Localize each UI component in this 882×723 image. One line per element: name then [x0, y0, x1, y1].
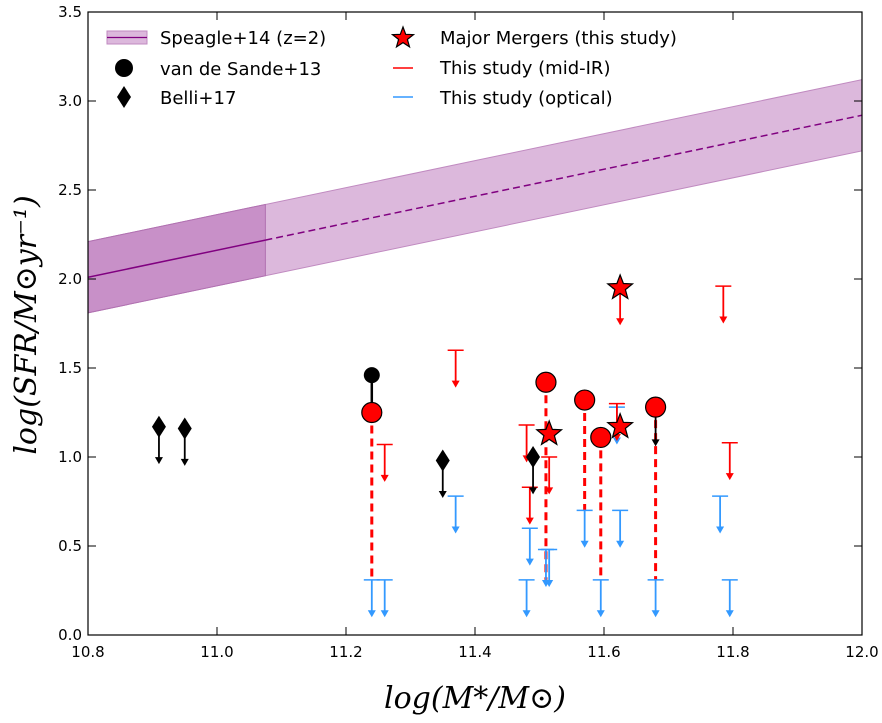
optical-limit-12-head: [716, 526, 725, 534]
optical-limit-3: [518, 579, 535, 618]
midir-limit-0-head: [380, 474, 389, 482]
midir-limit-4-head: [545, 487, 554, 495]
optical-limit-6: [541, 548, 558, 587]
x-axis-title: log(M*/M⊙): [384, 681, 566, 716]
belli-point-2: [435, 449, 450, 498]
legend: Speagle+14 (z=2) van de Sande+13 Belli+1…: [106, 25, 677, 109]
optical-limit-6-head: [545, 579, 554, 587]
legend-label-midir: This study (mid-IR): [439, 58, 610, 79]
vandesande-arrow-1-head: [651, 439, 660, 447]
optical-limit-3-head: [522, 610, 531, 618]
x-tick-label-1: 11.0: [200, 643, 233, 661]
legend-marker-diamond: [117, 86, 131, 108]
x-tick-label-6: 12.0: [845, 643, 878, 661]
x-tick-label-3: 11.4: [458, 643, 491, 661]
y-tick-label-1: 0.5: [58, 537, 82, 555]
midir-limit-1-head: [451, 380, 460, 388]
midir-limit-1: [447, 349, 464, 388]
this-study-circle-2: [574, 389, 596, 411]
optical-limit-7: [576, 509, 593, 548]
optical-limit-4: [521, 527, 538, 566]
midir-limit-6-head: [616, 318, 625, 326]
optical-limit-10-head: [616, 540, 625, 548]
belli-point-1: [177, 417, 192, 466]
optical-limit-0: [363, 579, 380, 618]
speagle-line-solid: [88, 239, 266, 278]
legend-label-mergers: Major Mergers (this study): [440, 28, 677, 49]
belli-marker-3: [526, 446, 541, 468]
optical-limit-1: [376, 579, 393, 618]
major-merger-star-0: [535, 419, 564, 446]
this-study-circle-3: [590, 426, 612, 449]
optical-limit-0-head: [367, 610, 376, 618]
x-tick-label-0: 10.8: [71, 643, 104, 661]
axes: 10.8 11.0 11.2 11.4 11.6 11.8 12.0 0.0 0.5 1.0 1.5…: [58, 3, 879, 661]
optical-limit-13-head: [725, 610, 734, 618]
major-merger-star-2: [606, 412, 635, 439]
plot-area: [88, 79, 862, 618]
legend-star-shape: [390, 25, 416, 49]
belli-marker-0: [151, 415, 166, 438]
x-tick-label-4: 11.6: [587, 643, 620, 661]
this-study-circle-0: [361, 401, 383, 424]
y-tick-label-5: 2.5: [58, 181, 82, 199]
optical-limit-2-head: [451, 526, 460, 534]
optical-limit-9-head: [612, 437, 621, 445]
optical-limit-4-head: [525, 558, 534, 566]
optical-limit-11-head: [651, 610, 660, 618]
optical-limit-2: [447, 495, 464, 534]
midir-limit-7-head: [719, 316, 728, 324]
midir-limit-3: [521, 486, 538, 525]
optical-limit-1-head: [380, 610, 389, 618]
y-axis-title: log(SFR/M⊙yr⁻¹): [9, 195, 44, 454]
belli-point-0: [151, 415, 166, 465]
y-tick-label-2: 1.0: [58, 448, 82, 466]
legend-label-optical: This study (optical): [439, 88, 613, 109]
optical-limit-7-head: [580, 540, 589, 548]
this-study-circle-4: [644, 396, 667, 418]
belli-arrow-0-head: [154, 457, 163, 465]
x-tick-label-5: 11.8: [716, 643, 749, 661]
midir-limit-4: [541, 456, 558, 495]
belli-marker-1: [177, 417, 192, 440]
legend-marker-circle: [115, 59, 133, 77]
midir-limit-7: [715, 285, 732, 324]
y-tick-label-6: 3.0: [58, 92, 82, 110]
optical-limit-11: [647, 579, 664, 618]
legend-label-vandesande: van de Sande+13: [160, 59, 321, 80]
legend-marker-star: [390, 25, 416, 49]
belli-arrow-3-head: [529, 487, 538, 495]
midir-limit-0: [376, 443, 393, 482]
y-tick-label-4: 2.0: [58, 270, 82, 288]
optical-limit-8: [592, 579, 609, 618]
optical-limit-8-head: [596, 610, 605, 618]
belli-point-3: [526, 446, 541, 495]
y-tick-label-7: 3.5: [58, 3, 82, 21]
this-study-circle-1: [535, 371, 557, 393]
speagle-line-dashed: [265, 114, 862, 241]
midir-limit-8: [721, 442, 738, 481]
optical-limit-10: [612, 509, 629, 548]
belli-arrow-1-head: [180, 458, 189, 466]
y-tick-label-3: 1.5: [58, 359, 82, 377]
midir-limit-8-head: [725, 473, 734, 481]
vandesande-marker-0: [363, 367, 380, 384]
optical-limit-13: [721, 579, 738, 618]
speagle-band: [88, 79, 862, 314]
y-tick-label-0: 0.0: [58, 626, 82, 644]
legend-label-belli: Belli+17: [160, 88, 236, 109]
midir-limit-3-head: [525, 517, 534, 525]
belli-arrow-2-head: [438, 490, 447, 498]
x-tick-label-2: 11.2: [329, 643, 362, 661]
optical-limit-12: [712, 495, 729, 534]
belli-marker-2: [435, 449, 450, 472]
major-merger-star-1: [606, 273, 635, 300]
legend-label-speagle: Speagle+14 (z=2): [160, 28, 326, 49]
